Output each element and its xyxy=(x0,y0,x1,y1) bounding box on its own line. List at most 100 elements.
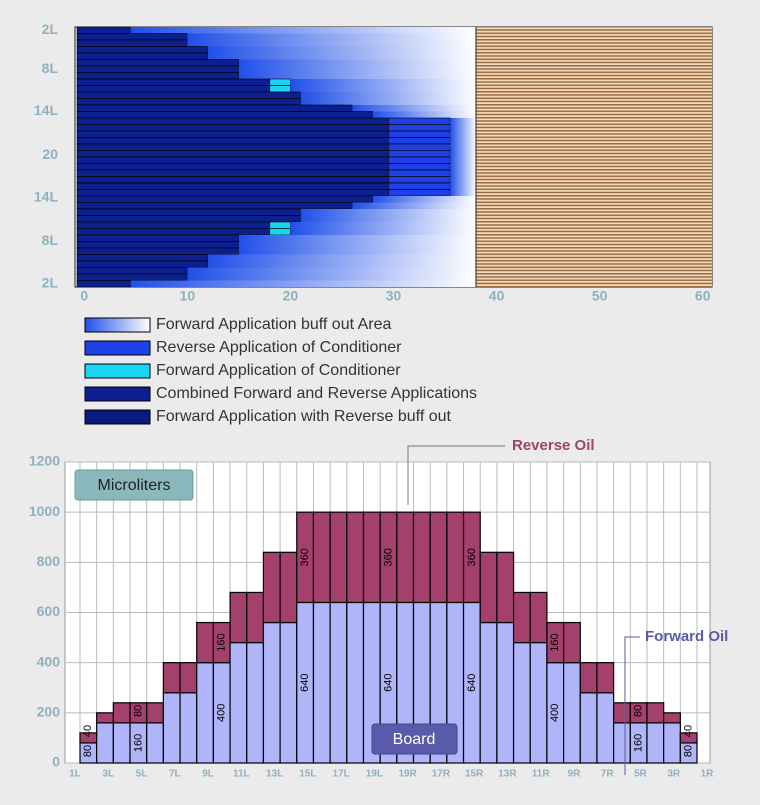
legend-swatch xyxy=(84,340,151,356)
tan-area xyxy=(475,235,712,242)
bar-segment xyxy=(663,722,681,764)
tan-area xyxy=(475,124,712,131)
buff-area xyxy=(450,170,476,177)
buff-area xyxy=(450,137,476,144)
bar-segment xyxy=(362,511,381,604)
board-box xyxy=(371,723,458,755)
tan-area xyxy=(475,209,712,216)
lane-segment xyxy=(76,59,240,67)
lane-segment xyxy=(76,52,209,60)
tan-area xyxy=(475,118,712,125)
value-label: 80 xyxy=(132,705,144,717)
lane-segment xyxy=(76,182,389,190)
tan-area xyxy=(475,176,712,183)
series-annotation: Reverse Oil xyxy=(512,437,595,454)
tan-area xyxy=(475,157,712,164)
x-tick-label: 11R xyxy=(532,769,551,780)
lane-segment xyxy=(388,189,451,197)
lane-segment xyxy=(76,130,389,138)
bar-segment xyxy=(479,551,498,624)
x-tick-label: 50 xyxy=(592,288,608,304)
tan-area xyxy=(475,79,712,86)
lane-segment xyxy=(76,208,302,216)
value-label: 40 xyxy=(683,725,695,737)
tan-area xyxy=(475,183,712,190)
buff-area xyxy=(187,33,476,40)
buff-area xyxy=(187,40,476,47)
legend-label: Forward Application with Reverse buff ou… xyxy=(156,408,452,425)
bar-segment xyxy=(329,511,348,604)
lane-segment xyxy=(76,137,389,145)
tan-area xyxy=(475,27,712,34)
bar-segment xyxy=(146,722,164,764)
x-tick-label: 13R xyxy=(498,769,517,780)
buff-area xyxy=(187,267,476,274)
bar-segment xyxy=(229,591,248,644)
legend-label: Forward Application buff out Area xyxy=(156,316,392,333)
legend-label: Forward Application of Conditioner xyxy=(156,362,401,379)
x-tick-label: 19L xyxy=(366,769,383,780)
lane-segment xyxy=(76,260,209,268)
bottom-chart: 0 200 400 600 800 1000 1200 80 40 160 80 400 160 640 3… xyxy=(29,437,729,780)
value-label: 640 xyxy=(299,674,311,692)
lane-segment xyxy=(76,273,188,281)
lane-segment xyxy=(76,215,302,223)
lane-segment xyxy=(388,117,451,125)
lane-segment xyxy=(76,202,353,210)
tan-area xyxy=(475,170,712,177)
y-tick-label: 2L xyxy=(42,274,59,290)
buff-area xyxy=(352,202,476,209)
lane-segment xyxy=(76,65,240,73)
legend-swatch xyxy=(84,317,151,333)
bar-segment xyxy=(229,641,248,764)
lane-segment xyxy=(76,254,209,262)
bar-segment xyxy=(663,712,681,724)
buff-area xyxy=(290,79,476,86)
bar-segment xyxy=(112,722,131,764)
y-tick-label: 1200 xyxy=(29,453,60,469)
x-tick-label: 20 xyxy=(283,288,299,304)
y-tick-label: 20 xyxy=(42,146,58,162)
leader-line xyxy=(407,445,505,505)
bar-segment xyxy=(196,662,215,764)
lane-segment xyxy=(76,78,271,86)
tan-area xyxy=(475,254,712,261)
buff-area xyxy=(450,183,476,190)
lane-segment xyxy=(76,280,131,288)
lane-segment xyxy=(76,169,389,177)
buff-area xyxy=(187,274,476,281)
buff-area xyxy=(450,157,476,164)
lane-segment xyxy=(76,189,389,197)
bar-segment xyxy=(512,591,531,644)
y-tick-label: 1000 xyxy=(29,503,60,519)
buff-area xyxy=(238,59,476,66)
value-label: 360 xyxy=(382,548,394,566)
value-label: 360 xyxy=(466,548,478,566)
buff-area xyxy=(450,189,476,196)
value-label: 80 xyxy=(683,745,695,757)
lane-segment xyxy=(76,267,188,275)
x-tick-label: 0 xyxy=(80,288,88,304)
bar-segment xyxy=(562,621,581,664)
lane-segment xyxy=(76,221,271,229)
buff-area xyxy=(450,163,476,170)
value-label: 400 xyxy=(549,704,561,722)
bar-segment xyxy=(196,621,215,664)
lane-segment xyxy=(269,228,291,236)
lane-segment xyxy=(76,124,389,132)
bar-segment xyxy=(496,551,515,624)
x-tick-label: 9L xyxy=(202,769,214,780)
x-tick-label: 60 xyxy=(695,288,711,304)
bar-segment xyxy=(96,712,114,724)
y-tick-label: 0 xyxy=(52,754,60,770)
bar-segment xyxy=(596,692,615,764)
lane-segment xyxy=(76,98,302,106)
x-tick-label: 13L xyxy=(266,769,283,780)
tan-area xyxy=(475,85,712,92)
value-label: 640 xyxy=(466,674,478,692)
lane-segment xyxy=(76,46,209,54)
bar-segment xyxy=(312,511,331,604)
tan-area xyxy=(475,105,712,112)
tan-area xyxy=(475,222,712,229)
legend-label: Combined Forward and Reverse Application… xyxy=(156,385,477,402)
